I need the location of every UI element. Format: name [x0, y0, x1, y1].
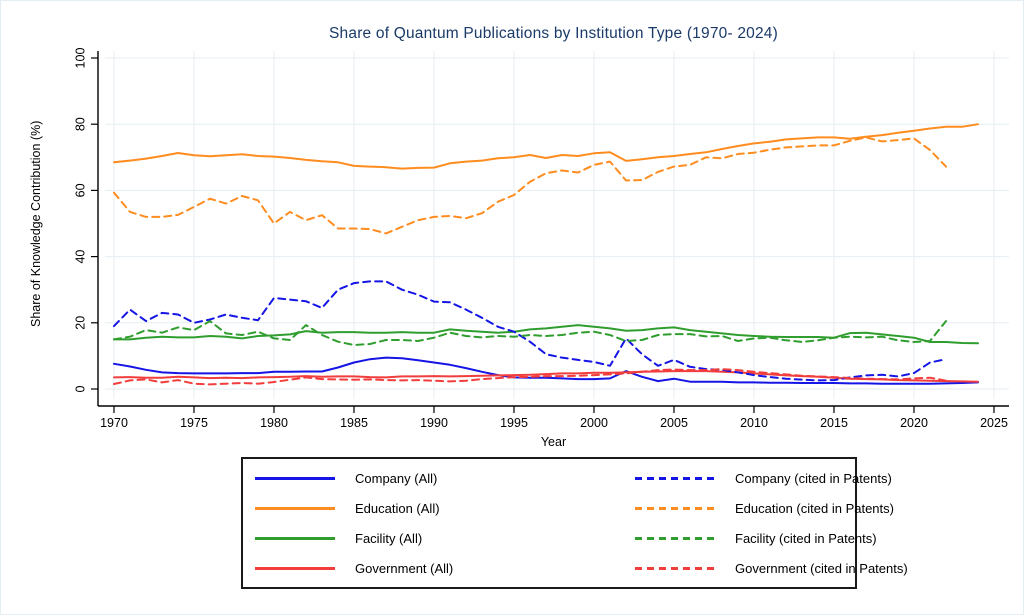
- y-tick-label: 20: [73, 316, 87, 330]
- legend-item-education-patents: Education (cited in Patents): [635, 501, 908, 516]
- legend-label: Education (All): [355, 500, 440, 516]
- legend-swatch-education-all: [255, 506, 335, 510]
- legend-item-education-all: Education (All): [255, 501, 635, 516]
- x-tick-label: 2000: [580, 416, 608, 430]
- legend-swatch-government-patents: [635, 566, 715, 570]
- series-line-education-all: [113, 123, 979, 170]
- legend-item-government-patents: Government (cited in Patents): [635, 561, 908, 576]
- gridlines: [105, 51, 1009, 399]
- legend-item-facility-patents: Facility (cited in Patents): [635, 531, 908, 546]
- legend-swatch-facility-all: [255, 536, 335, 540]
- series-lines: [113, 123, 979, 386]
- series-line-education-cited-in-patents: [113, 136, 947, 235]
- legend-swatch-education-patents: [635, 506, 715, 510]
- series-line-company-all: [113, 356, 979, 385]
- legend-label: Government (cited in Patents): [735, 560, 908, 576]
- x-tick-label: 2015: [820, 416, 848, 430]
- legend-item-government-all: Government (All): [255, 561, 635, 576]
- series-line-facility-cited-in-patents: [113, 320, 947, 346]
- x-tick-label: 1995: [500, 416, 528, 430]
- series-line-company-cited-in-patents: [113, 280, 947, 382]
- axes: [91, 51, 1009, 413]
- legend-label: Education (cited in Patents): [735, 500, 894, 516]
- series-line-government-cited-in-patents: [113, 368, 947, 386]
- x-tick-label: 2005: [660, 416, 688, 430]
- legend-swatch-company-patents: [635, 476, 715, 480]
- legend-swatch-facility-patents: [635, 536, 715, 540]
- x-tick-label: 1980: [260, 416, 288, 430]
- y-tick-label: 80: [73, 117, 87, 131]
- x-tick-label: 1985: [340, 416, 368, 430]
- y-tick-label: 0: [73, 385, 87, 392]
- x-axis-title: Year: [540, 435, 567, 449]
- x-tick-label: 2010: [740, 416, 768, 430]
- x-tick-label: 1990: [420, 416, 448, 430]
- legend-label: Company (cited in Patents): [735, 470, 892, 486]
- x-tick-label: 2025: [980, 416, 1008, 430]
- legend-item-company-all: Company (All): [255, 471, 635, 486]
- legend-label: Facility (cited in Patents): [735, 530, 877, 546]
- x-tick-label: 1975: [180, 416, 208, 430]
- legend-item-company-patents: Company (cited in Patents): [635, 471, 908, 486]
- y-tick-label: 60: [73, 183, 87, 197]
- chart-title: Share of Quantum Publications by Institu…: [329, 25, 778, 42]
- legend-label: Facility (All): [355, 530, 423, 546]
- x-tick-label: 2020: [900, 416, 928, 430]
- legend-swatch-company-all: [255, 476, 335, 480]
- y-tick-label: 100: [73, 48, 87, 69]
- legend: Company (All) Education (All) Facility (…: [241, 457, 908, 589]
- legend-swatch-government-all: [255, 566, 335, 570]
- legend-item-facility-all: Facility (All): [255, 531, 635, 546]
- y-tick-label: 40: [73, 250, 87, 264]
- tick-labels: 0 20 40 60 80 100 1970 1975 1980 1985 1990 1995 2000…: [73, 48, 1008, 430]
- x-tick-label: 1970: [100, 416, 128, 430]
- legend-label: Company (All): [355, 470, 438, 486]
- legend-label: Government (All): [355, 560, 454, 576]
